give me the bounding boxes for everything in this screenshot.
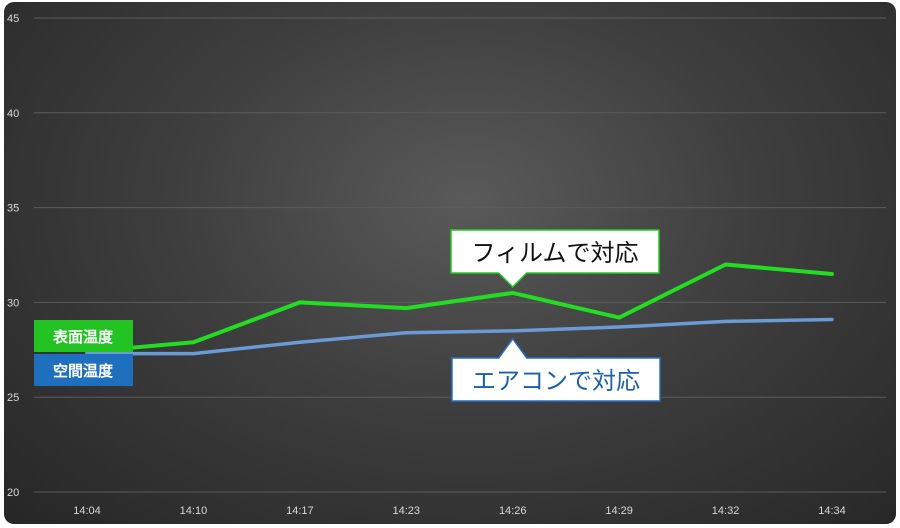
x-tick-label: 14:23 <box>393 505 421 517</box>
callout-text: フィルムで対応 <box>471 239 638 267</box>
x-tick-label: 14:32 <box>712 505 740 517</box>
series-label: 表面温度 <box>53 328 114 346</box>
series-line-0 <box>85 262 834 354</box>
series-label-bg <box>34 320 133 352</box>
y-tick-label: 45 <box>7 13 19 25</box>
x-tick-label: 14:17 <box>286 505 314 517</box>
y-tick-label: 25 <box>7 392 19 404</box>
x-tick-label: 14:10 <box>180 505 208 517</box>
series-line-1 <box>85 317 834 356</box>
x-tick-label: 14:04 <box>73 505 101 517</box>
x-tick-label: 14:29 <box>605 505 633 517</box>
x-tick-label: 14:26 <box>499 505 527 517</box>
series-label: 空間温度 <box>53 362 114 380</box>
y-tick-label: 40 <box>7 108 19 120</box>
series-label-bg <box>34 354 133 386</box>
y-tick-label: 30 <box>7 297 19 309</box>
y-tick-label: 35 <box>7 203 19 215</box>
series-lines <box>85 262 834 356</box>
x-axis-ticks: 14:04 14:10 14:17 14:23 14:26 14:29 14:32 14:34 <box>73 505 846 517</box>
y-axis-ticks: 20 25 30 35 40 45 <box>7 13 19 499</box>
chart-frame: 20 25 30 35 40 45 14:04 14:10 14:17 14:23 14:26 14… <box>4 2 896 524</box>
x-tick-label: 14:34 <box>818 505 846 517</box>
callout-box <box>451 337 661 402</box>
callout-box <box>450 229 660 288</box>
y-tick-label: 20 <box>7 487 19 499</box>
callout-text: エアコンで対応 <box>472 367 640 395</box>
